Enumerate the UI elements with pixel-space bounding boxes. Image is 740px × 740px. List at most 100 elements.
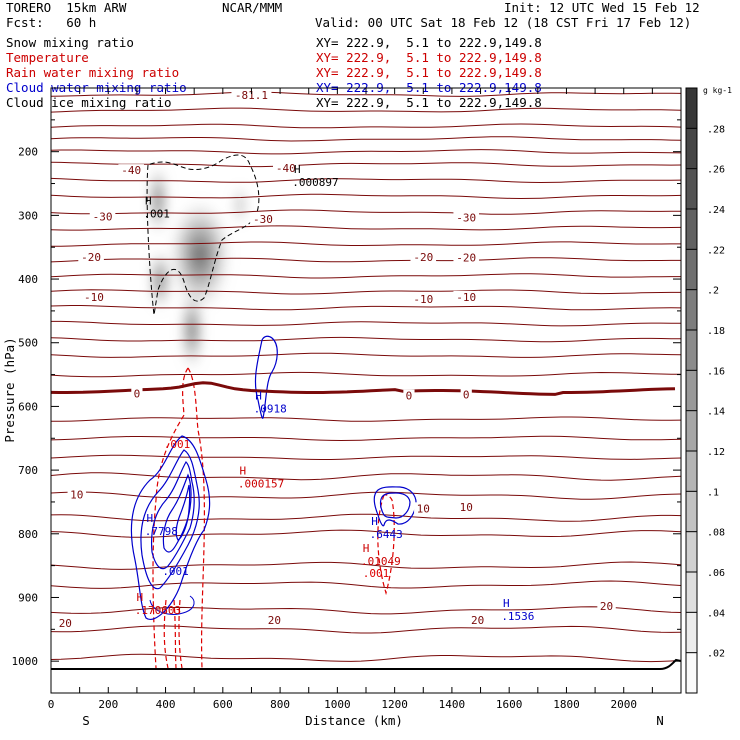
colorbar-segment: [686, 209, 697, 250]
y-tick-label: 300: [18, 209, 38, 222]
isotherm-line: [51, 472, 681, 481]
colorbar-segment: [686, 88, 697, 129]
colorbar-tick-label: .2: [707, 286, 719, 297]
maximum-marker: H: [240, 465, 247, 478]
colorbar-frame: [685, 87, 698, 694]
isotherm-line: [51, 149, 681, 155]
colorbar-segment: [686, 249, 697, 291]
isotherm-line: [51, 225, 681, 231]
terrain-line: [51, 658, 681, 670]
isotherm-line: [51, 454, 681, 460]
isotherm-line: [51, 305, 681, 311]
x-tick-label: 1000: [324, 698, 351, 711]
legend-temperature-xy: XY= 222.9, 5.1 to 222.9,149.8: [316, 50, 542, 65]
isotherm-line: [51, 513, 681, 522]
maximum-value: .1536: [501, 610, 534, 623]
temperature-label: -20: [413, 251, 433, 264]
isotherm-line: [51, 491, 681, 500]
temperature-label: 20: [268, 614, 281, 627]
colorbar-segment: [686, 370, 697, 412]
colorbar-unit: g kg-1: [703, 86, 732, 95]
legend-rain-name: Rain water mixing ratio: [6, 65, 180, 80]
maximum-value: .6443: [370, 528, 403, 541]
legend-rain-xy: XY= 222.9, 5.1 to 222.9,149.8: [316, 65, 542, 80]
temperature-label: 10: [70, 488, 83, 501]
cloud-water-contours: [130, 335, 417, 620]
x-tick-label: 1200: [381, 698, 408, 711]
colorbar-segment: [686, 451, 697, 492]
temperature-labels: -81.1 -40 -40 -30 -30 -30 -20 -20 -20 -10 -10 -10 0 0…: [56, 89, 616, 630]
x-tick-label: 1600: [496, 698, 523, 711]
maximum-marker: H: [146, 512, 153, 525]
colorbar-tick-label: .18: [707, 326, 725, 337]
temperature-label: 20: [471, 614, 484, 627]
colorbar-tick-label: .26: [707, 165, 725, 176]
rain-contour-label: .001: [363, 567, 390, 580]
org-label: NCAR/MMM: [222, 0, 283, 15]
isotherm-line: [51, 529, 681, 538]
field-maxima: H.000897H.001H.0918H.000157H.7798H.6443H…: [135, 163, 535, 623]
x-tick-label: 1400: [439, 698, 466, 711]
temperature-label: -10: [413, 293, 433, 306]
x-tick-label: 600: [213, 698, 233, 711]
colorbar-tick-label: .24: [707, 205, 725, 216]
temperature-label: -20: [456, 251, 476, 264]
rain-contour-label: .001: [164, 438, 191, 451]
y-tick-label: 400: [18, 273, 38, 286]
isotherm-line: [51, 580, 681, 589]
isotherm-line: [51, 653, 681, 663]
y-axis-label: Pressure (hPa): [2, 337, 17, 442]
isotherm-line: [51, 161, 681, 168]
snow-shading: [149, 165, 246, 370]
temperature-label: 0: [406, 390, 413, 403]
forecast-hour: Fcst: 60 h: [6, 15, 97, 30]
colorbar-segment: [686, 612, 697, 654]
endpoint-south: S: [82, 713, 90, 728]
cloud-water-contour-label: .001: [162, 565, 189, 578]
zero-isotherm: [51, 381, 676, 396]
colorbar-segment: [686, 531, 697, 573]
temperature-label: -30: [253, 213, 273, 226]
x-tick-label: 1800: [553, 698, 580, 711]
colorbar-segment: [686, 410, 697, 452]
colorbar-segment: [686, 330, 697, 371]
maximum-value: .001: [143, 208, 170, 221]
temperature-label: 10: [460, 501, 473, 514]
cloud-ice-contour: [146, 154, 260, 316]
colorbar-tick-label: .14: [707, 407, 725, 418]
y-tick-label: 900: [18, 591, 38, 604]
isotherm-line: [51, 241, 681, 247]
maximum-value: .000157: [238, 478, 284, 491]
maximum-value: .01049: [361, 555, 401, 568]
temperature-label: -30: [93, 211, 113, 224]
model-title: TORERO 15km ARW: [6, 0, 127, 15]
isotherm-line: [51, 606, 681, 615]
rain-labels: .001 .001: [164, 438, 390, 580]
isotherm-line: [51, 416, 681, 422]
temperature-label: -81.1: [235, 89, 268, 102]
colorbar-tick-label: .06: [707, 568, 725, 579]
x-tick-label: 400: [156, 698, 176, 711]
isotherm-line: [51, 209, 681, 215]
colorbar-tick-label: .22: [707, 245, 725, 256]
colorbar-tick-label: .02: [707, 649, 725, 660]
temperature-label: -10: [84, 291, 104, 304]
temperature-label: -30: [456, 211, 476, 224]
temperature-contours: [51, 91, 681, 663]
maximum-marker: H: [503, 597, 510, 610]
maximum-marker: H: [136, 591, 143, 604]
temperature-label: 0: [463, 388, 470, 401]
isotherm-line: [51, 177, 681, 184]
isotherm-line: [51, 107, 681, 113]
legend-temperature-name: Temperature: [6, 50, 89, 65]
maximum-marker: H: [255, 390, 262, 403]
colorbar-tick-label: .16: [707, 366, 725, 377]
temperature-label: 0: [134, 388, 141, 401]
maximum-marker: H: [363, 542, 370, 555]
maximum-marker: H: [145, 195, 152, 208]
colorbar-tick-label: .1: [707, 487, 719, 498]
endpoint-north: N: [656, 713, 664, 728]
x-tick-label: 0: [48, 698, 55, 711]
maximum-value: .0918: [254, 403, 287, 416]
